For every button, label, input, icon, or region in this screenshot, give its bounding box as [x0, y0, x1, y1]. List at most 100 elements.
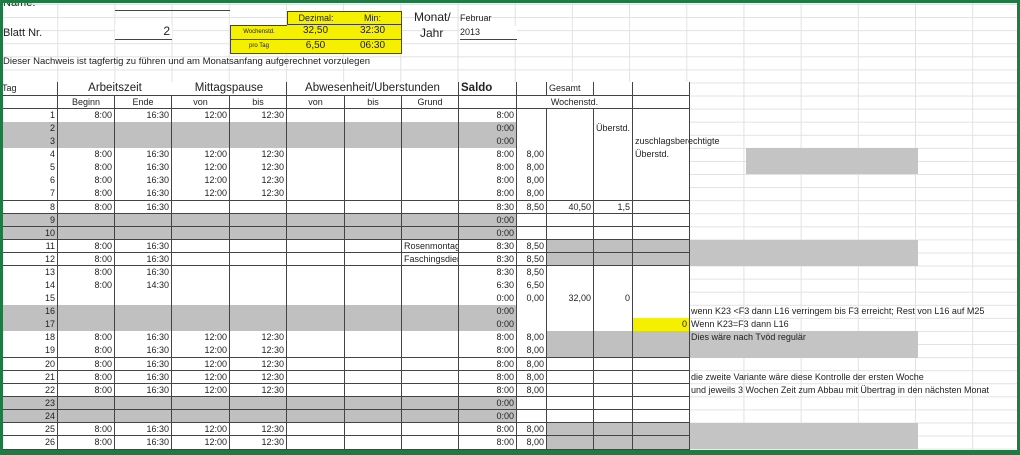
weekly-decimal[interactable]: 32,50 — [287, 25, 345, 40]
cell-ende[interactable]: 16:30 — [115, 265, 172, 280]
cell-grund[interactable] — [402, 161, 459, 175]
cell-gesamt[interactable] — [547, 213, 594, 228]
sheet-number[interactable]: 2 — [115, 25, 172, 40]
cell-ende[interactable] — [115, 396, 172, 411]
cell-ueberstd[interactable] — [594, 279, 633, 293]
cell-zuschlag[interactable] — [633, 436, 690, 450]
cell-abw-bis[interactable] — [345, 187, 402, 202]
cell-abw-von[interactable] — [287, 174, 345, 188]
cell-dezimal[interactable] — [517, 409, 547, 424]
cell-pause-von[interactable] — [172, 318, 230, 332]
cell-grund[interactable]: Faschingsdienstag — [402, 252, 459, 267]
cell-pause-bis[interactable]: 12:30 — [230, 331, 287, 345]
cell-beginn[interactable] — [58, 318, 115, 332]
cell-grund[interactable] — [402, 383, 459, 398]
cell-abw-von[interactable] — [287, 396, 345, 411]
cell-abw-bis[interactable] — [345, 331, 402, 345]
cell-abw-von[interactable] — [287, 187, 345, 202]
cell-ende[interactable]: 16:30 — [115, 436, 172, 450]
cell-ueberstd[interactable] — [594, 239, 633, 254]
cell-zuschlag[interactable] — [633, 174, 690, 188]
cell-dezimal[interactable] — [517, 305, 547, 319]
cell-ueberstd[interactable] — [594, 148, 633, 162]
cell-zuschlag[interactable]: zuschlagsberechtigte — [633, 135, 720, 149]
cell-grund[interactable]: Rosenmontag — [402, 239, 459, 254]
cell-gesamt[interactable] — [547, 409, 594, 424]
cell-beginn[interactable]: 8:00 — [58, 239, 115, 254]
cell-grund[interactable] — [402, 174, 459, 188]
cell-zuschlag[interactable] — [633, 213, 690, 228]
cell-gesamt[interactable] — [547, 252, 594, 267]
cell-grund[interactable] — [402, 305, 459, 319]
cell-abw-bis[interactable] — [345, 265, 402, 280]
cell-abw-von[interactable] — [287, 409, 345, 424]
cell-abw-von[interactable] — [287, 161, 345, 175]
cell-pause-von[interactable] — [172, 409, 230, 424]
cell-pause-bis[interactable]: 12:30 — [230, 161, 287, 175]
cell-dezimal[interactable]: 8,00 — [517, 357, 547, 372]
cell-abw-bis[interactable] — [345, 344, 402, 359]
cell-dezimal[interactable]: 8,50 — [517, 200, 547, 215]
cell-dezimal[interactable]: 8,50 — [517, 239, 547, 254]
cell-pause-von[interactable]: 12:00 — [172, 161, 230, 175]
cell-zuschlag[interactable] — [633, 200, 690, 215]
cell-zuschlag[interactable]: 0 — [633, 318, 690, 332]
cell-saldo[interactable]: 8:00 — [459, 370, 517, 385]
cell-beginn[interactable]: 8:00 — [58, 200, 115, 215]
cell-dezimal[interactable] — [517, 318, 547, 332]
cell-ueberstd[interactable] — [594, 161, 633, 175]
cell-ueberstd[interactable]: 1,5 — [594, 200, 633, 215]
cell-abw-von[interactable] — [287, 318, 345, 332]
cell-pause-bis[interactable] — [230, 305, 287, 319]
cell-zuschlag[interactable] — [633, 292, 690, 306]
cell-zuschlag[interactable]: Überstd. — [633, 148, 690, 162]
cell-saldo[interactable]: 0:00 — [459, 122, 517, 136]
cell-gesamt[interactable] — [547, 239, 594, 254]
cell-dezimal[interactable]: 8,00 — [517, 383, 547, 398]
cell-ueberstd[interactable] — [594, 436, 633, 450]
cell-beginn[interactable]: 8:00 — [58, 148, 115, 162]
cell-grund[interactable] — [402, 148, 459, 162]
cell-ende[interactable]: 16:30 — [115, 331, 172, 345]
cell-abw-von[interactable] — [287, 279, 345, 293]
cell-gesamt[interactable] — [547, 148, 594, 162]
cell-saldo[interactable]: 8:30 — [459, 252, 517, 267]
cell-abw-bis[interactable] — [345, 148, 402, 162]
cell-grund[interactable] — [402, 396, 459, 411]
cell-zuschlag[interactable] — [633, 187, 690, 202]
cell-gesamt[interactable] — [547, 344, 594, 359]
cell-pause-von[interactable] — [172, 396, 230, 411]
cell-ueberstd[interactable] — [594, 226, 633, 241]
cell-saldo[interactable]: 6:30 — [459, 279, 517, 293]
cell-zuschlag[interactable] — [633, 305, 690, 319]
cell-abw-von[interactable] — [287, 292, 345, 306]
cell-beginn[interactable]: 8:00 — [58, 370, 115, 385]
cell-abw-bis[interactable] — [345, 161, 402, 175]
cell-beginn[interactable]: 8:00 — [58, 436, 115, 450]
cell-grund[interactable] — [402, 357, 459, 372]
cell-dezimal[interactable]: 8,00 — [517, 187, 547, 202]
cell-zuschlag[interactable] — [633, 383, 690, 398]
cell-pause-von[interactable] — [172, 252, 230, 267]
cell-ueberstd[interactable] — [594, 318, 633, 332]
cell-abw-bis[interactable] — [345, 292, 402, 306]
cell-pause-von[interactable] — [172, 305, 230, 319]
cell-zuschlag[interactable] — [633, 344, 690, 359]
cell-ueberstd[interactable] — [594, 370, 633, 385]
cell-gesamt[interactable] — [547, 318, 594, 332]
cell-abw-von[interactable] — [287, 226, 345, 241]
cell-gesamt[interactable] — [547, 265, 594, 280]
cell-saldo[interactable]: 8:00 — [459, 109, 517, 123]
cell-pause-von[interactable] — [172, 122, 230, 136]
cell-grund[interactable] — [402, 318, 459, 332]
cell-pause-von[interactable] — [172, 226, 230, 241]
cell-gesamt[interactable] — [547, 187, 594, 202]
cell-zuschlag[interactable] — [633, 265, 690, 280]
cell-ende[interactable]: 16:30 — [115, 344, 172, 359]
cell-pause-bis[interactable] — [230, 409, 287, 424]
cell-gesamt[interactable] — [547, 226, 594, 241]
cell-saldo[interactable]: 0:00 — [459, 135, 517, 149]
cell-ende[interactable]: 16:30 — [115, 383, 172, 398]
cell-abw-von[interactable] — [287, 344, 345, 359]
daily-min[interactable]: 06:30 — [344, 40, 402, 54]
